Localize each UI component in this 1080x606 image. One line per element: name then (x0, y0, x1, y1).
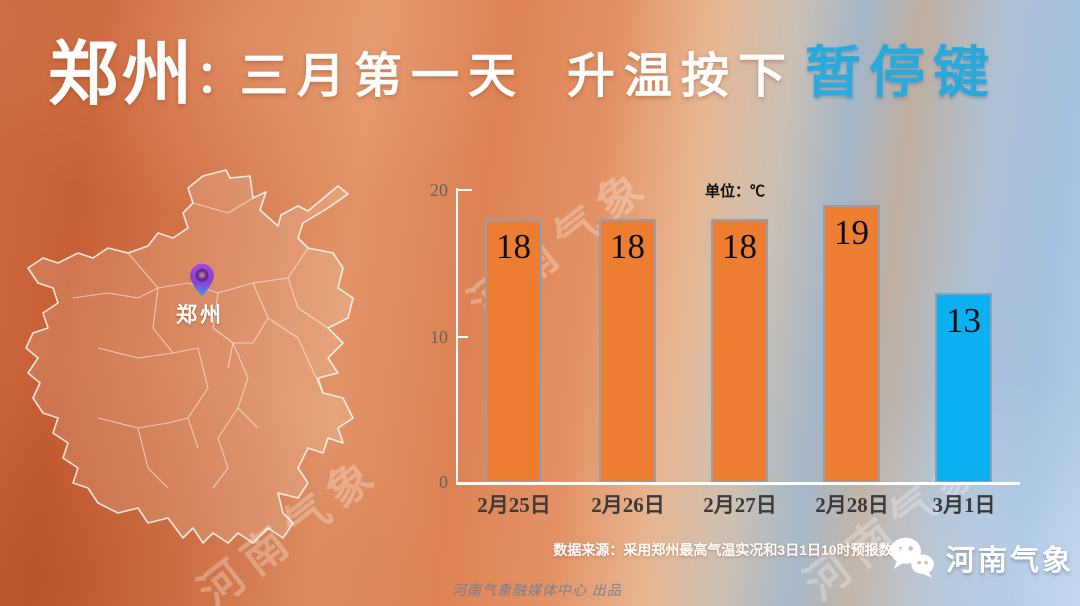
bar-column-feb26: 18 (599, 190, 656, 483)
y-axis-tick (458, 189, 472, 191)
title-highlight: 暂停键 (805, 43, 998, 105)
y-axis-line (456, 188, 458, 484)
producer-credit: 河南气象融媒体中心 出品 (452, 582, 622, 598)
wechat-icon (890, 537, 934, 578)
page-title: 郑州：三月第一天 升温按下 暂停键 (48, 18, 997, 119)
x-axis-label: 2月25日 (477, 493, 551, 517)
x-axis-label: 3月1日 (932, 493, 996, 517)
title-colon: ： (196, 53, 240, 102)
bar-column-mar1: 13 (935, 190, 992, 483)
title-line2: 升温按下 (567, 50, 796, 103)
bar-value-label: 18 (722, 227, 757, 266)
y-axis-label: 0 (439, 472, 448, 492)
temperature-bar: 18 (599, 219, 656, 483)
bar-column-feb25: 18 (485, 190, 542, 483)
bar-column-feb27: 18 (711, 190, 768, 483)
x-axis-label: 2月26日 (591, 493, 665, 517)
map-pin-label: 郑州 (176, 304, 224, 327)
bar-value-label: 19 (834, 213, 869, 252)
temperature-bar: 13 (935, 293, 992, 483)
temperature-bar: 18 (711, 219, 768, 483)
location-pin-icon (190, 263, 214, 297)
x-axis-label: 2月28日 (815, 493, 889, 517)
title-city: 郑州 (48, 37, 196, 114)
title-line1: 三月第一天 (240, 50, 526, 103)
y-axis-tick (458, 336, 468, 338)
y-axis-label: 20 (430, 180, 448, 200)
henan-province-map (25, 169, 354, 544)
temperature-bar: 19 (823, 205, 880, 483)
bar-value-label: 18 (496, 227, 531, 266)
temperature-bar: 18 (485, 219, 542, 483)
footer-logo: 河南气象 (888, 536, 1074, 579)
x-axis-line (456, 482, 1020, 485)
bar-value-label: 18 (610, 227, 645, 266)
chart-unit-label: 单位：℃ (704, 183, 765, 200)
bar-value-label: 13 (946, 301, 981, 340)
bar-column-feb28: 19 (823, 190, 880, 483)
x-axis-label: 2月27日 (703, 493, 777, 517)
data-source-note: 数据来源：采用郑州最高气温实况和3日1日10时预报数据 (553, 542, 907, 558)
footer-logo-label: 河南气象 (946, 544, 1075, 577)
y-axis-label: 10 (430, 327, 448, 347)
